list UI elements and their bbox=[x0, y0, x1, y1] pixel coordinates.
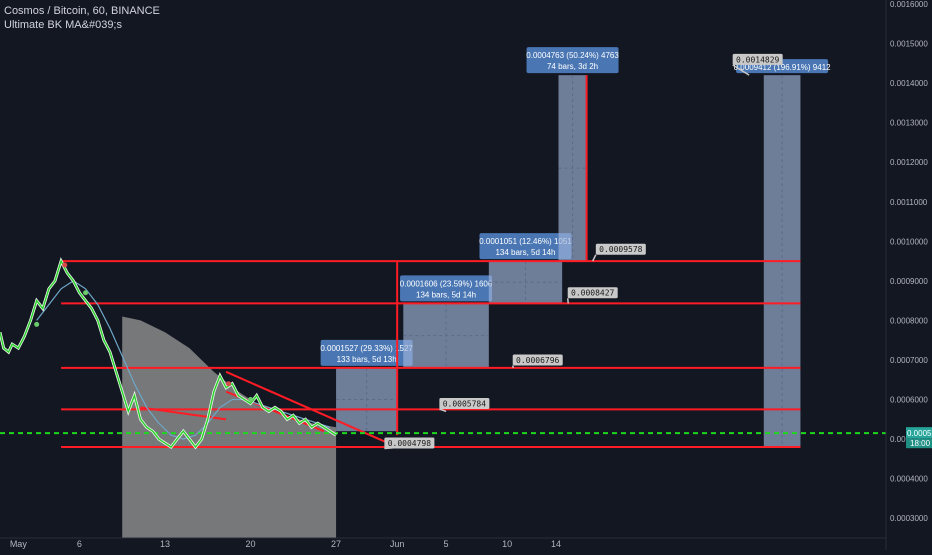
y-tick-label-1: 0.0015000 bbox=[890, 40, 928, 49]
price-tag-time: 18:00 bbox=[910, 439, 931, 448]
callout-pointer-3 bbox=[566, 298, 570, 304]
callout-pointer-2 bbox=[511, 365, 514, 369]
signal-marker-0 bbox=[34, 321, 40, 327]
measure-label-line2-2: 134 bars, 5d 14h bbox=[495, 248, 555, 257]
y-tick-label-0: 0.0016000 bbox=[890, 0, 928, 9]
callout-label-5: 0.0014829 bbox=[736, 55, 780, 64]
x-tick-label-5: Jun bbox=[390, 539, 405, 549]
measure-label-line1-1: 0.0001606 (23.59%) 1606 bbox=[400, 279, 493, 288]
y-tick-label-2: 0.0014000 bbox=[890, 79, 928, 88]
measure-label-bg-0 bbox=[320, 339, 413, 366]
callout-pointer-5 bbox=[732, 64, 750, 76]
x-tick-label-6: 5 bbox=[444, 539, 449, 549]
measure-label-bg-2 bbox=[479, 233, 572, 260]
x-tick-label-0: May bbox=[10, 539, 28, 549]
y-tick-label-7: 0.0009000 bbox=[890, 277, 928, 286]
measure-label-line2-3: 74 bars, 3d 2h bbox=[547, 62, 598, 71]
x-tick-label-7: 10 bbox=[502, 539, 512, 549]
measure-label-bg-3 bbox=[526, 47, 619, 74]
callout-bg-2 bbox=[512, 354, 563, 366]
y-tick-label-9: 0.0007000 bbox=[890, 356, 928, 365]
measure-label-line1-0: 0.0001527 (29.33%) 1527 bbox=[320, 344, 413, 353]
callout-pointer-1 bbox=[439, 408, 447, 413]
callout-label-0: 0.0004798 bbox=[388, 439, 432, 448]
callout-pointer-4 bbox=[592, 254, 597, 262]
measure-label-line1-4: 0.0009412 (196.91%) 9412 bbox=[734, 63, 832, 72]
x-tick-label-1: 6 bbox=[77, 539, 82, 549]
y-tick-label-13: 0.0003000 bbox=[890, 514, 928, 523]
callout-label-1: 0.0005784 bbox=[443, 400, 487, 409]
price-tag-value: 0.0005150 bbox=[907, 429, 932, 438]
price-tag-bg bbox=[906, 427, 932, 439]
callout-label-2: 0.0006796 bbox=[516, 356, 560, 365]
measure-label-line1-2: 0.0001051 (12.46%) 1051 bbox=[479, 237, 572, 246]
y-tick-label-5: 0.0011000 bbox=[890, 198, 928, 207]
volume-profile-area bbox=[122, 316, 337, 538]
signal-marker-3 bbox=[226, 381, 232, 387]
measure-label-line2-1: 134 bars, 5d 14h bbox=[416, 290, 476, 299]
y-tick-label-8: 0.0008000 bbox=[890, 316, 928, 325]
y-tick-label-10: 0.0006000 bbox=[890, 396, 928, 405]
measure-label-line2-0: 133 bars, 5d 13h bbox=[337, 355, 397, 364]
y-tick-label-6: 0.0010000 bbox=[890, 237, 928, 246]
callout-bg-1 bbox=[439, 398, 490, 409]
x-axis-panel bbox=[0, 538, 886, 550]
measure-label-bg-1 bbox=[400, 275, 493, 302]
callout-bg-0 bbox=[384, 437, 435, 449]
signal-marker-4 bbox=[248, 397, 254, 403]
signal-marker-1 bbox=[62, 262, 68, 268]
y-tick-label-12: 0.0004000 bbox=[890, 475, 928, 484]
x-tick-label-3: 20 bbox=[246, 539, 256, 549]
x-tick-label-8: 14 bbox=[551, 539, 561, 549]
volume-profile-layer bbox=[122, 316, 337, 538]
x-tick-label-4: 27 bbox=[331, 539, 341, 549]
callout-label-3: 0.0008427 bbox=[571, 289, 615, 298]
y-tick-label-4: 0.0012000 bbox=[890, 158, 928, 167]
measure-label-line1-3: 0.0004763 (50.24%) 4763 bbox=[526, 51, 619, 60]
callout-label-4: 0.0009578 bbox=[599, 245, 643, 254]
y-tick-label-3: 0.0013000 bbox=[890, 119, 928, 128]
price-series-layer bbox=[0, 257, 337, 450]
price-line bbox=[0, 259, 337, 449]
y-axis-panel bbox=[886, 0, 932, 550]
signal-marker-2 bbox=[83, 290, 89, 296]
price-tag-time-bg bbox=[906, 438, 932, 449]
trend-line-0 bbox=[225, 370, 398, 448]
callout-bg-3 bbox=[567, 287, 618, 299]
callout-layer: 0.0004798 0.0005784 0.0006796 0.0008427 0.00… bbox=[384, 53, 783, 450]
callout-bg-4 bbox=[595, 243, 646, 255]
x-tick-label-2: 13 bbox=[160, 539, 170, 549]
callout-bg-5 bbox=[732, 53, 783, 65]
